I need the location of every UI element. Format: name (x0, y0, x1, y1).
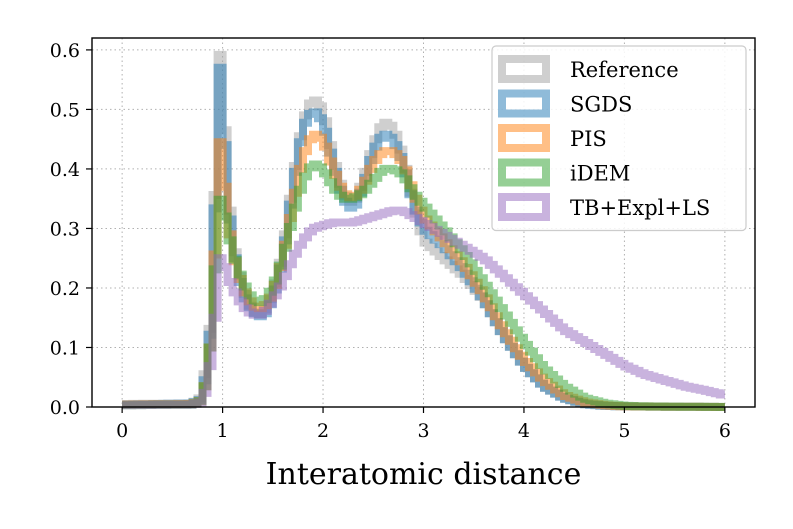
x-tick-label: 6 (719, 420, 731, 442)
series-idem (122, 160, 725, 411)
y-tick-label: 0.2 (50, 278, 80, 300)
legend-entry: SGDS (498, 89, 632, 118)
x-tick-label: 4 (518, 420, 530, 442)
legend-entry: iDEM (498, 158, 630, 187)
y-tick-label: 0.3 (50, 218, 80, 240)
legend-entries: Reference SGDS PIS iDEM TB+Expl+LS (498, 55, 710, 221)
y-ticks: 0.0 0.1 0.2 0.3 0.4 0.5 0.6 (50, 40, 92, 419)
legend-label: Reference (570, 58, 679, 82)
legend-swatch (498, 193, 550, 221)
legend-label: SGDS (570, 93, 632, 117)
x-tick-label: 3 (417, 420, 429, 442)
legend-swatch (498, 55, 550, 83)
legend-frame (491, 45, 747, 232)
x-tick-label: 1 (217, 420, 229, 442)
y-tick-label: 0.5 (50, 99, 80, 121)
y-tick-label: 0.0 (50, 397, 80, 419)
series-tb-expl-ls (122, 206, 725, 410)
series-layer (122, 50, 725, 411)
legend-label: iDEM (570, 162, 630, 186)
x-tick-label: 0 (116, 420, 128, 442)
y-tick-label: 0.4 (50, 159, 80, 181)
legend-entry: Reference (498, 55, 679, 83)
legend-swatch (498, 158, 550, 187)
x-ticks: 0 1 2 3 4 5 6 (116, 407, 731, 442)
y-tick-label: 0.1 (50, 337, 80, 359)
x-tick-label: 5 (618, 420, 630, 442)
x-axis-title: Interatomic distance (266, 457, 582, 492)
legend-label: TB+Expl+LS (570, 196, 710, 220)
y-tick-label: 0.6 (50, 40, 80, 62)
x-tick-label: 2 (317, 420, 329, 442)
legend-entry: TB+Expl+LS (498, 193, 710, 221)
legend-swatch (498, 124, 550, 152)
legend-swatch (498, 89, 550, 118)
legend-entry: PIS (498, 124, 607, 152)
legend: Reference SGDS PIS iDEM TB+Expl+LS (491, 45, 747, 232)
legend-label: PIS (570, 127, 607, 151)
